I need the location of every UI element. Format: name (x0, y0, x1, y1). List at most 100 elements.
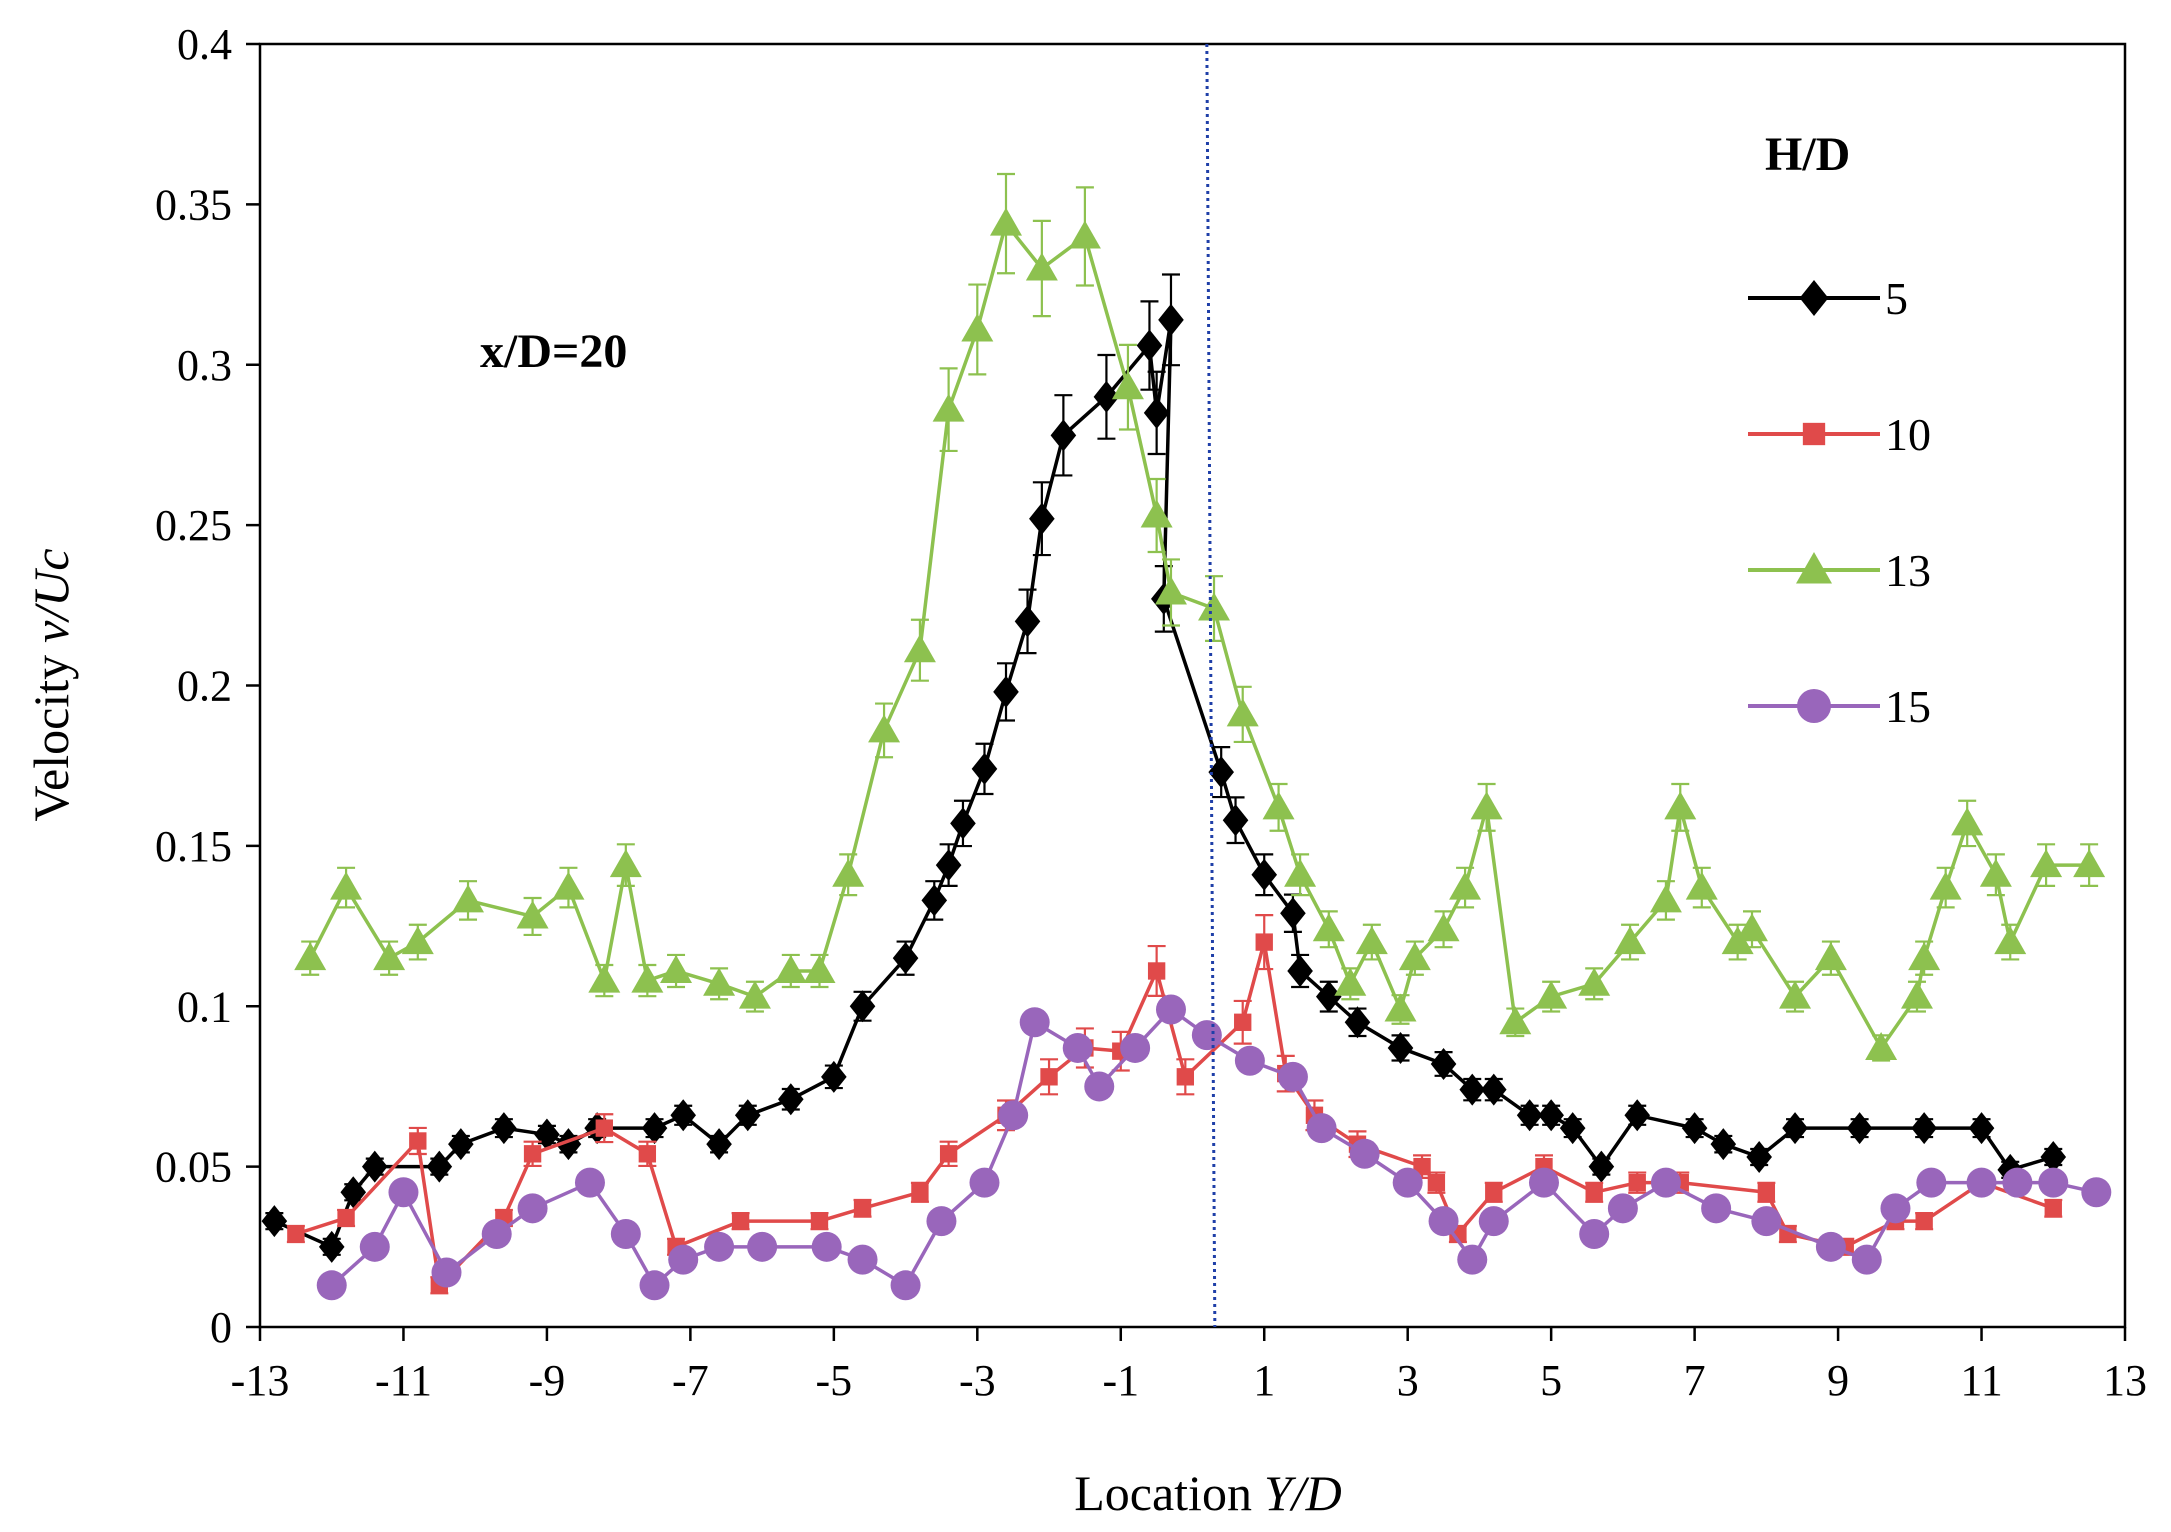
point-5-22 (993, 675, 1019, 708)
point-15-8 (639, 1270, 670, 1301)
x-axis-title: Location Y/D (1074, 1465, 1342, 1521)
point-13-22 (1068, 220, 1101, 249)
point-13-14 (803, 954, 836, 983)
legend-label-13: 13 (1885, 545, 1931, 596)
point-5-20 (950, 807, 976, 840)
point-13-19 (961, 313, 994, 342)
y-axis-title-text: Velocity (23, 655, 79, 822)
point-13-44 (1685, 871, 1718, 900)
point-10-2 (409, 1132, 427, 1150)
point-15-25 (1277, 1061, 1308, 1092)
point-13-50 (1900, 980, 1933, 1009)
point-10-20 (1234, 1013, 1252, 1031)
y-tick-label-1: 0.05 (155, 1143, 232, 1192)
point-13-13 (774, 954, 807, 983)
point-13-53 (1951, 807, 1984, 836)
point-15-27 (1349, 1138, 1380, 1169)
point-5-45 (1588, 1150, 1615, 1183)
point-15-40 (1880, 1193, 1911, 1224)
point-10-15 (1040, 1068, 1058, 1086)
point-5-46 (1624, 1099, 1651, 1132)
point-15-37 (1751, 1206, 1782, 1237)
series-13 (294, 172, 2106, 1062)
point-13-25 (1154, 576, 1187, 605)
point-13-32 (1355, 926, 1388, 955)
legend-marker-13 (1796, 552, 1832, 584)
point-13-47 (1779, 980, 1812, 1009)
x-tick-label-3: -7 (672, 1356, 709, 1405)
legend-item-13: 13 (1748, 545, 1931, 596)
point-13-48 (1814, 942, 1847, 971)
y-tick-label-5: 0.25 (155, 501, 232, 550)
point-10-10 (810, 1212, 829, 1230)
point-15-5 (517, 1193, 548, 1224)
point-5-51 (1846, 1112, 1873, 1145)
point-15-44 (2038, 1167, 2069, 1198)
point-13-11 (703, 967, 736, 996)
x-tick-label-9: 5 (1540, 1356, 1562, 1405)
point-15-11 (747, 1231, 778, 1262)
point-13-26 (1198, 592, 1231, 621)
point-5-38 (1387, 1031, 1414, 1064)
y-tick-label-6: 0.3 (177, 341, 232, 390)
point-13-52 (1929, 871, 1962, 900)
point-13-4 (452, 884, 485, 913)
point-5-43 (1538, 1099, 1564, 1132)
point-13-38 (1499, 1006, 1532, 1035)
point-5-5 (448, 1128, 474, 1161)
point-10-12 (911, 1183, 929, 1201)
point-13-18 (932, 393, 965, 422)
point-15-0 (316, 1270, 347, 1301)
point-10-39 (2044, 1199, 2062, 1218)
point-10-21 (1255, 933, 1273, 951)
point-13-41 (1614, 926, 1647, 955)
point-5-13 (734, 1099, 761, 1132)
point-13-10 (660, 954, 693, 983)
point-10-9 (731, 1212, 750, 1230)
point-10-31 (1628, 1173, 1646, 1192)
y-axis-title: Velocity v/Uc (23, 548, 79, 821)
point-5-16 (849, 990, 876, 1023)
point-13-34 (1398, 942, 1431, 971)
legend-label-10: 10 (1885, 409, 1931, 460)
point-15-13 (847, 1244, 878, 1275)
point-15-38 (1815, 1231, 1846, 1262)
point-15-4 (481, 1218, 512, 1249)
point-5-4 (426, 1150, 453, 1183)
point-15-7 (610, 1218, 641, 1249)
point-10-19 (1176, 1068, 1195, 1086)
point-5-41 (1480, 1073, 1507, 1106)
point-15-41 (1916, 1167, 1947, 1198)
point-10-26 (1427, 1173, 1446, 1192)
legend: H/D 5 10 13 15 (1748, 128, 1931, 732)
point-10-28 (1485, 1183, 1503, 1201)
point-10-6 (595, 1119, 613, 1137)
point-5-26 (1093, 380, 1120, 413)
x-tick-label-1: -11 (375, 1356, 432, 1405)
point-15-21 (1120, 1032, 1151, 1063)
point-5-15 (821, 1060, 847, 1093)
point-5-32 (1222, 804, 1249, 837)
point-5-3 (361, 1150, 388, 1183)
point-5-17 (892, 942, 919, 975)
point-15-34 (1607, 1193, 1638, 1224)
point-5-34 (1280, 897, 1306, 930)
point-13-43 (1664, 791, 1697, 820)
point-15-22 (1155, 994, 1186, 1025)
point-5-12 (706, 1128, 732, 1161)
x-tick-label-5: -3 (959, 1356, 996, 1405)
point-5-37 (1344, 1006, 1371, 1039)
point-5-8 (555, 1128, 582, 1161)
point-10-11 (853, 1199, 872, 1218)
point-15-6 (574, 1167, 605, 1198)
point-13-5 (516, 900, 549, 929)
point-15-19 (1062, 1032, 1093, 1063)
legend-label-5: 5 (1885, 273, 1908, 324)
point-10-25 (1413, 1157, 1431, 1176)
y-axis-title-italic: v/Uc (23, 548, 79, 642)
chart-annotation: x/D=20 (480, 325, 627, 378)
point-15-33 (1579, 1218, 1610, 1249)
legend-marker-10 (1802, 422, 1826, 446)
point-5-44 (1559, 1112, 1586, 1145)
point-15-43 (2002, 1167, 2033, 1198)
